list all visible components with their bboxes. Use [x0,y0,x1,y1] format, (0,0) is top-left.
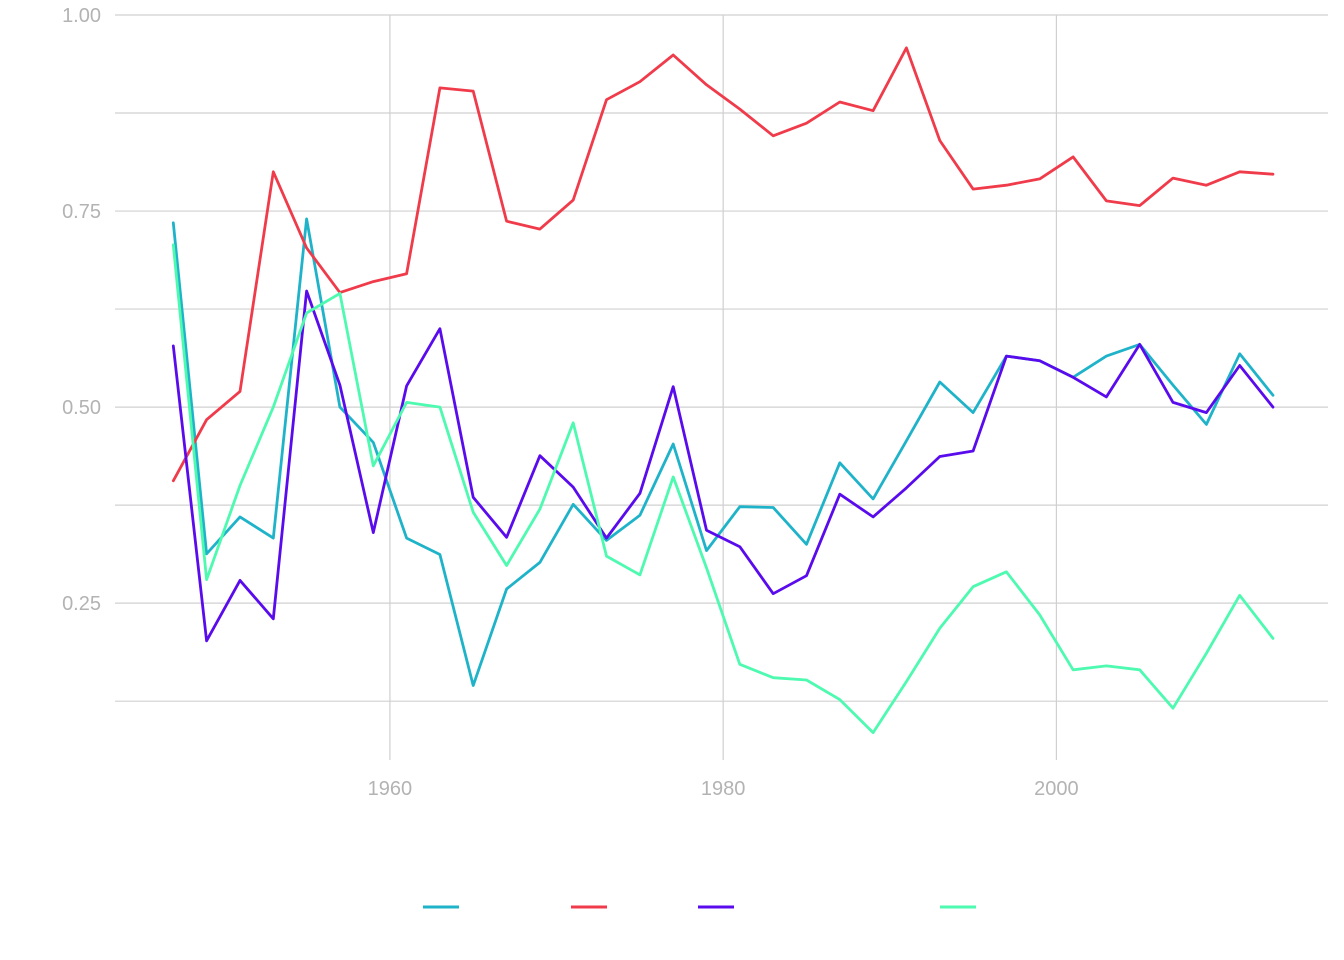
y-tick-label: 0.75 [62,201,101,223]
y-tick-label: 1.00 [62,5,101,27]
x-axis-ticks: 1960 1980 2000 [368,778,1079,800]
x-tick-label: 1980 [701,778,746,800]
x-tick-label: 2000 [1034,778,1079,800]
series-line-1 [171,217,1275,687]
y-tick-label: 0.50 [62,397,101,419]
series-lines [171,46,1275,734]
grid [115,14,1328,760]
series-line-4 [171,243,1275,734]
series-line-2 [171,46,1275,483]
y-axis-ticks: 0.25 0.50 0.75 1.00 [62,5,101,615]
y-tick-label: 0.25 [62,593,101,615]
x-tick-label: 1960 [368,778,413,800]
series-line-3 [171,289,1275,643]
